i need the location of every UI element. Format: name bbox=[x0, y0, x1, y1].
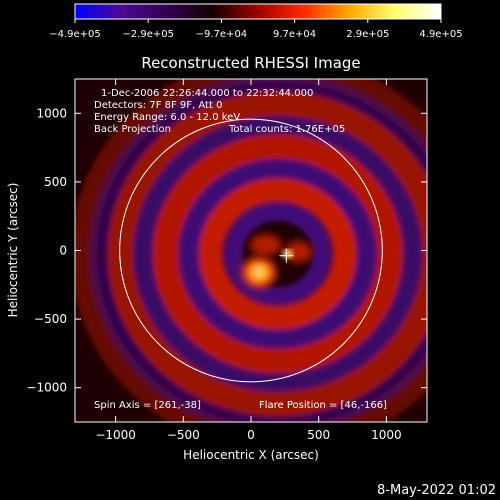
annotation-time-range: 1-Dec-2006 22:26:44.000 to 22:32:44.000 bbox=[101, 88, 313, 99]
image-area bbox=[75, 79, 427, 422]
colorbar-tick-label: 4.9e+05 bbox=[419, 29, 462, 40]
annotation-method: Back Projection bbox=[94, 124, 171, 135]
fringe-ring bbox=[152, 133, 404, 374]
colorbar bbox=[74, 3, 442, 20]
source-lobe bbox=[284, 240, 313, 263]
annotation-total-counts: Total counts: 1.76E+05 bbox=[228, 124, 345, 135]
fringe-pattern bbox=[75, 79, 427, 422]
x-axis-label: Heliocentric X (arcsec) bbox=[183, 448, 319, 462]
solar-disk-outline bbox=[119, 118, 383, 383]
colorbar-ticks: −4.9e+05 −2.9e+05 −9.7e+04 9.7e+04 2.9e+05 4.… bbox=[49, 19, 463, 40]
fringe-ring bbox=[107, 90, 427, 417]
footer-date: 8-May-2022 01:02 bbox=[377, 483, 496, 498]
colorbar-tick-label: 2.9e+05 bbox=[346, 29, 389, 40]
x-tick-label: 1000 bbox=[371, 428, 402, 442]
annotation-detectors: Detectors: 7F 8F 9F, Att 0 bbox=[94, 100, 222, 111]
x-tick-label: 0 bbox=[247, 428, 255, 442]
spin-axis-label: Spin Axis = [261,-38] bbox=[94, 400, 201, 411]
fringe-ring bbox=[133, 115, 423, 392]
bright-source bbox=[282, 249, 293, 258]
axis-ticks: −1000 −500 0 500 1000 −1000 −500 0 500 1000 bbox=[26, 79, 427, 442]
fringe-ring bbox=[178, 158, 378, 349]
chart-title: Reconstructed RHESSI Image bbox=[141, 54, 360, 72]
y-tick-label: 500 bbox=[44, 175, 67, 189]
y-tick-label: −1000 bbox=[26, 381, 67, 395]
y-axis-label: Heliocentric Y (arcsec) bbox=[6, 183, 20, 318]
colorbar-tick-label: −9.7e+04 bbox=[196, 29, 248, 40]
colorbar-tick-label: 9.7e+04 bbox=[273, 29, 316, 40]
y-tick-label: 0 bbox=[59, 244, 67, 258]
sources bbox=[239, 234, 313, 291]
flare-position-label: Flare Position = [46,-166] bbox=[259, 400, 387, 411]
flare-position-marker bbox=[279, 248, 294, 263]
x-tick-label: 500 bbox=[307, 428, 330, 442]
x-tick-label: −1000 bbox=[95, 428, 136, 442]
fringe-ring bbox=[224, 202, 331, 305]
colorbar-tick-label: −2.9e+05 bbox=[122, 29, 174, 40]
y-tick-label: −500 bbox=[34, 312, 67, 326]
fringe-ring bbox=[198, 177, 358, 330]
secondary-source bbox=[239, 254, 280, 291]
annotation-energy-range: Energy Range: 6.0 - 12.0 keV bbox=[94, 112, 240, 123]
y-tick-label: 1000 bbox=[36, 106, 67, 120]
colorbar-tick-label: −4.9e+05 bbox=[49, 29, 101, 40]
source-lobe bbox=[249, 234, 282, 257]
x-tick-label: −500 bbox=[167, 428, 200, 442]
fringe-ring bbox=[75, 79, 427, 422]
fringe-ring bbox=[89, 79, 427, 422]
